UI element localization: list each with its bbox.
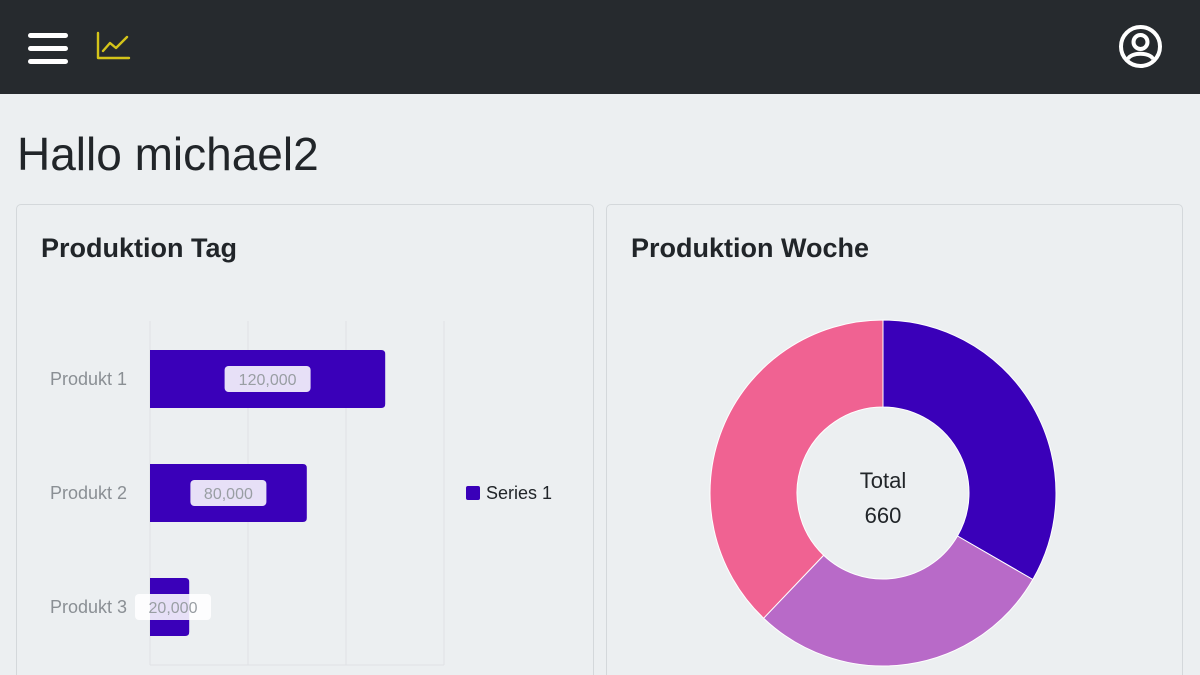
data-label: 80,000 bbox=[204, 486, 253, 503]
card-title: Produktion Woche bbox=[631, 233, 870, 263]
line-chart-icon[interactable] bbox=[95, 31, 131, 61]
category-label: Produkt 1 bbox=[50, 369, 127, 389]
card-title: Produktion Tag bbox=[41, 233, 237, 263]
data-label-box bbox=[190, 480, 267, 506]
data-label: 20,000 bbox=[149, 600, 198, 617]
top-navbar bbox=[0, 0, 1200, 94]
category-label: Produkt 2 bbox=[50, 483, 127, 503]
data-label: 120,000 bbox=[239, 372, 297, 389]
legend-swatch bbox=[466, 486, 480, 500]
data-label-box bbox=[135, 594, 211, 620]
hamburger-menu-icon[interactable] bbox=[28, 31, 68, 67]
donut-center-label: Total bbox=[860, 468, 906, 493]
user-circle-icon[interactable] bbox=[1118, 24, 1163, 69]
category-label: Produkt 3 bbox=[50, 597, 127, 617]
donut-slice bbox=[709, 319, 884, 619]
page-title: Hallo michael2 bbox=[17, 128, 319, 180]
donut-slice bbox=[762, 535, 1034, 667]
production-day-card: Produktion Tag Produkt 1 120,000 Produkt 2… bbox=[16, 204, 594, 675]
donut-center-value: 660 bbox=[865, 503, 902, 528]
production-week-card: Produktion Woche Total 660 bbox=[606, 204, 1183, 675]
donut-chart: Total 660 bbox=[709, 319, 1057, 667]
bar-chart: Produkt 1 120,000 Produkt 2 80,000 Produkt 3… bbox=[50, 321, 552, 666]
donut-slice bbox=[882, 319, 1057, 581]
data-label-box bbox=[224, 366, 311, 392]
legend-label: Series 1 bbox=[486, 483, 552, 503]
